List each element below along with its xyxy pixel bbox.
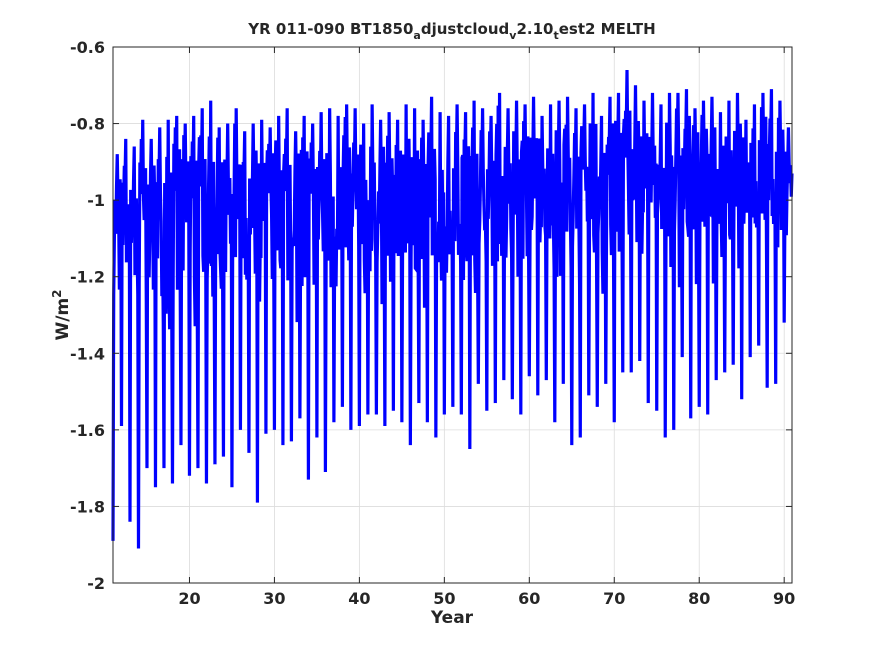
title-prefix: YR 011-090 BT1850 (247, 20, 413, 38)
y-tick-label: -0.8 (70, 115, 105, 134)
y-tick-label: -1.8 (70, 497, 105, 516)
x-tick-label: 90 (773, 589, 795, 608)
y-axis-label-base: W/m (53, 298, 73, 341)
chart-title: YR 011-090 BT1850adjustcloudv2.10test2 M… (247, 20, 655, 42)
data-series-group (111, 69, 794, 549)
x-axis-label: Year (430, 608, 474, 628)
x-tick-label: 20 (178, 589, 200, 608)
y-tick-label: -0.6 (70, 38, 105, 57)
title-sub-t: t (553, 29, 558, 42)
y-axis-label: W/m2 (50, 289, 73, 340)
x-tick-label: 60 (518, 589, 540, 608)
title-mid-1: djustcloud (421, 20, 509, 38)
melth-series-line (111, 69, 794, 549)
y-axis-label-superscript: 2 (50, 289, 64, 297)
x-tick-label: 30 (263, 589, 285, 608)
x-tick-label: 80 (688, 589, 710, 608)
x-tick-label: 50 (433, 589, 455, 608)
y-tick-label: -1 (87, 191, 105, 210)
y-tick-label: -2 (87, 574, 105, 593)
title-sub-v: v (509, 29, 517, 42)
y-axis-ticks: -2 -1.8 -1.6 -1.4 -1.2 -1 -0.8 -0.6 (70, 38, 792, 593)
y-tick-label: -1.2 (70, 268, 105, 287)
title-sub-a: a (413, 29, 420, 42)
title-suffix: est2 MELTH (559, 20, 656, 38)
y-tick-label: -1.4 (70, 344, 105, 363)
x-tick-label: 70 (603, 589, 625, 608)
y-tick-label: -1.6 (70, 421, 105, 440)
x-axis-ticks: 20 30 40 50 60 70 80 90 (178, 47, 795, 608)
x-tick-label: 40 (348, 589, 370, 608)
title-mid-2: 2.10 (516, 20, 553, 38)
axes-box (112, 46, 793, 584)
